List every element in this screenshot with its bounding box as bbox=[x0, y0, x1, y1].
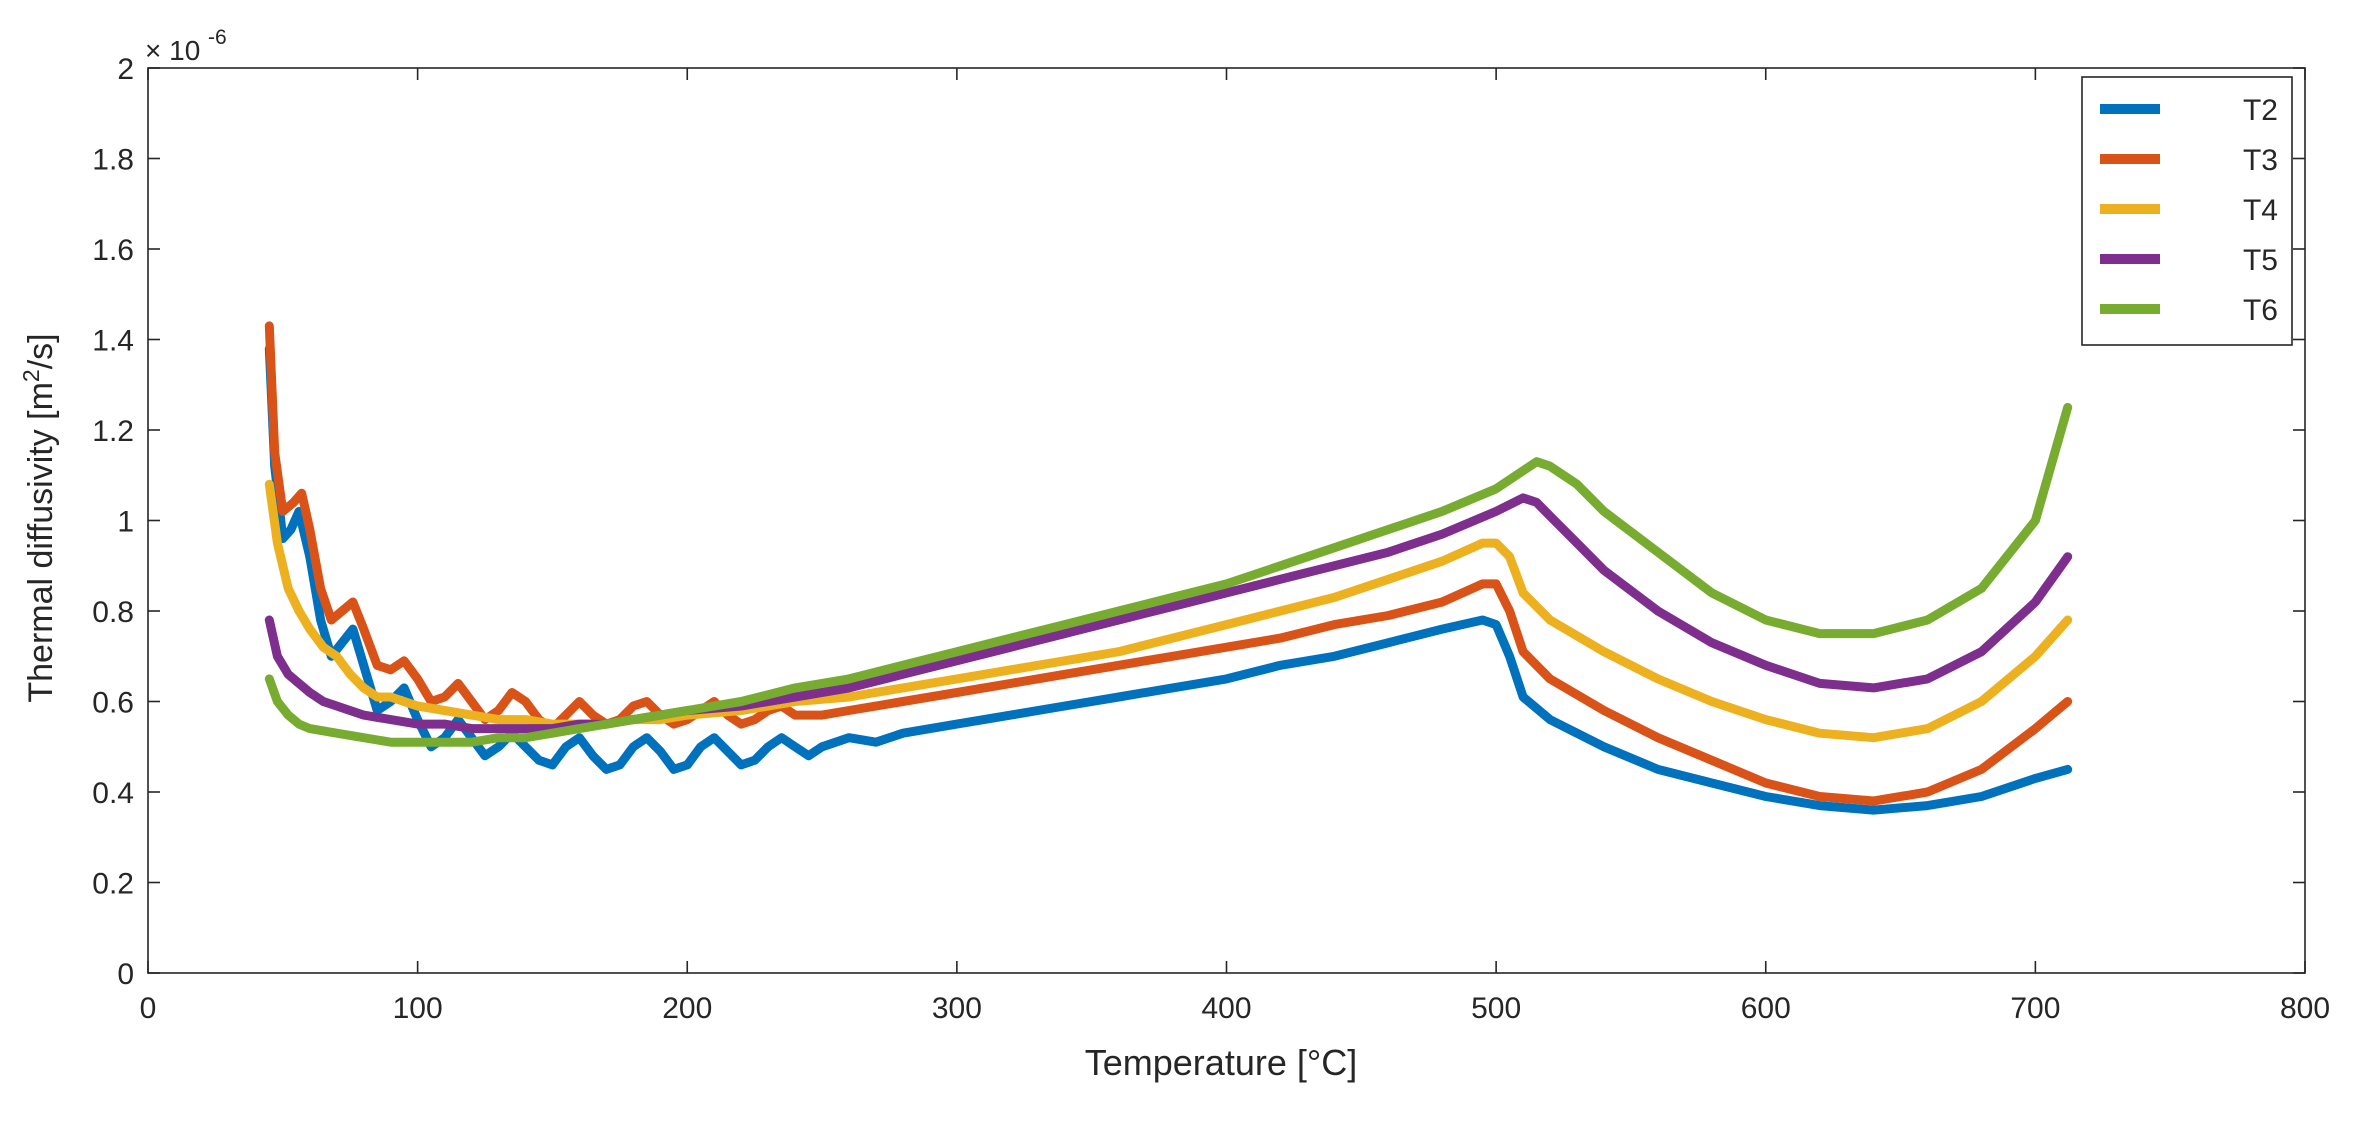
y-axis-label-main: Thermal diffusivity [m bbox=[22, 382, 60, 703]
y-tick-label: 0 bbox=[117, 958, 134, 991]
y-tick-label: 1.6 bbox=[92, 234, 134, 267]
legend-label-t6: T6 bbox=[2243, 294, 2278, 327]
y-axis-exponent-power: -6 bbox=[208, 26, 227, 49]
legend-label-t4: T4 bbox=[2243, 194, 2278, 227]
y-axis-label-superscript: 2 bbox=[18, 369, 44, 382]
series-line-t4 bbox=[264, 479, 2073, 743]
x-axis-ticks: 0 100 200 300 400 500 600 700 800 bbox=[140, 68, 2330, 1025]
legend: T2 T3 T4 T5 T6 bbox=[2081, 76, 2293, 346]
y-tick-label: 0.4 bbox=[92, 777, 134, 810]
series-line-t5 bbox=[264, 493, 2073, 734]
x-axis-label-text: Temperature [°C] bbox=[1085, 1042, 1358, 1083]
y-tick-label: 1 bbox=[117, 506, 134, 539]
y-axis-ticks: 0 0.2 0.4 0.6 0.8 1 1.2 1.4 1.6 1.8 2 bbox=[92, 53, 2305, 991]
x-tick-label: 400 bbox=[1201, 992, 1251, 1025]
y-tick-label: 1.4 bbox=[92, 325, 134, 358]
y-tick-label: 2 bbox=[117, 53, 134, 86]
y-tick-label: 1.8 bbox=[92, 144, 134, 177]
y-tick-label: 1.2 bbox=[92, 415, 134, 448]
x-tick-label: 700 bbox=[2010, 992, 2060, 1025]
series-line-t6 bbox=[264, 402, 2073, 747]
y-axis-label-tail: /s] bbox=[22, 333, 60, 369]
x-axis-label: Temperature [°C] bbox=[1085, 1042, 1358, 1083]
x-tick-label: 600 bbox=[1741, 992, 1791, 1025]
series-lines bbox=[264, 321, 2073, 815]
x-tick-label: 0 bbox=[140, 992, 157, 1025]
x-tick-label: 200 bbox=[662, 992, 712, 1025]
legend-label-t2: T2 bbox=[2243, 94, 2278, 127]
x-tick-label: 300 bbox=[932, 992, 982, 1025]
x-tick-label: 100 bbox=[393, 992, 443, 1025]
y-tick-label: 0.8 bbox=[92, 596, 134, 629]
legend-label-t3: T3 bbox=[2243, 144, 2278, 177]
y-axis-label: Thermal diffusivity [m2/s] bbox=[18, 333, 60, 702]
y-tick-label: 0.6 bbox=[92, 687, 134, 720]
x-tick-label: 500 bbox=[1471, 992, 1521, 1025]
y-axis-exponent-base: × 10 bbox=[145, 35, 200, 66]
legend-label-t5: T5 bbox=[2243, 244, 2278, 277]
x-tick-label: 800 bbox=[2280, 992, 2330, 1025]
y-tick-label: 0.2 bbox=[92, 868, 134, 901]
